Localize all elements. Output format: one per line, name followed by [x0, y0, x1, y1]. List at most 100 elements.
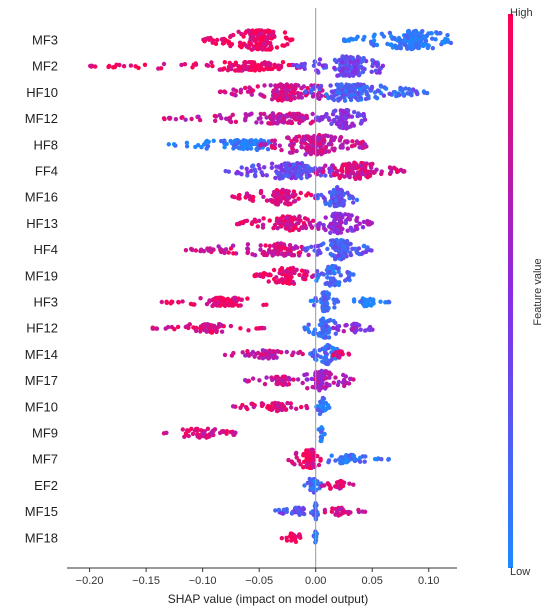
shap-point — [355, 215, 360, 220]
shap-point — [297, 164, 303, 169]
shap-point — [284, 189, 289, 194]
shap-point — [196, 143, 201, 148]
shap-point — [299, 268, 305, 273]
shap-point — [308, 151, 314, 157]
point-cluster — [159, 295, 269, 309]
shap-point — [264, 375, 269, 380]
shap-point — [357, 221, 362, 226]
point-cluster — [313, 107, 368, 131]
shap-point — [442, 40, 447, 45]
shap-point — [272, 189, 277, 195]
shap-point — [362, 509, 368, 514]
shap-point — [420, 33, 425, 39]
shap-point — [379, 457, 384, 462]
shap-point — [337, 246, 342, 251]
shap-point — [334, 115, 339, 120]
feature-label: HF3 — [33, 295, 58, 310]
point-cluster — [243, 374, 309, 388]
shap-point — [198, 428, 204, 433]
shap-point — [311, 461, 316, 466]
feature-label: HF8 — [33, 137, 58, 152]
shap-point — [279, 224, 284, 229]
shap-point — [279, 83, 285, 88]
shap-point — [283, 35, 289, 40]
shap-point — [142, 62, 148, 67]
shap-point — [243, 195, 248, 200]
shap-point — [259, 31, 265, 36]
shap-point — [212, 113, 217, 119]
shap-point — [346, 352, 352, 357]
shap-point — [288, 401, 293, 406]
shap-point — [251, 194, 256, 200]
shap-point — [249, 92, 254, 97]
feature-label: MF3 — [32, 33, 58, 48]
shap-point — [347, 55, 353, 61]
shap-point — [290, 252, 295, 258]
shap-point — [310, 384, 315, 390]
shap-point — [291, 62, 296, 68]
shap-point — [231, 251, 236, 256]
shap-point — [282, 30, 288, 35]
shap-point — [281, 374, 287, 379]
shap-point — [306, 322, 311, 327]
shap-point — [308, 298, 313, 304]
shap-point — [300, 351, 305, 357]
shap-point — [308, 222, 313, 228]
shap-point — [345, 62, 350, 68]
shap-point — [302, 63, 307, 69]
shap-point — [301, 223, 306, 228]
shap-point — [237, 40, 243, 45]
shap-point — [314, 278, 319, 283]
shap-point — [231, 350, 236, 356]
shap-point — [252, 253, 258, 258]
x-axis-title: SHAP value (impact on model output) — [168, 592, 369, 606]
shap-point — [359, 298, 364, 304]
feature-row-mf3 — [201, 28, 454, 52]
shap-point — [348, 241, 353, 247]
shap-point — [333, 245, 338, 250]
shap-point — [372, 456, 378, 462]
shap-point — [245, 250, 250, 256]
shap-point — [330, 146, 335, 152]
shap-point — [363, 249, 369, 255]
shap-point — [305, 386, 310, 391]
shap-point — [373, 94, 378, 100]
shap-point — [292, 167, 297, 173]
shap-point — [321, 222, 326, 228]
shap-point — [262, 165, 267, 170]
shap-point — [357, 95, 363, 101]
shap-point — [233, 119, 239, 125]
shap-point — [326, 360, 331, 366]
shap-point — [231, 87, 236, 92]
shap-point — [215, 303, 220, 308]
shap-point — [167, 116, 172, 121]
shap-point — [221, 299, 226, 305]
shap-point — [264, 173, 269, 178]
shap-point — [189, 426, 194, 432]
shap-point — [190, 431, 196, 436]
shap-point — [426, 43, 431, 48]
shap-point — [245, 296, 250, 301]
shap-point — [248, 37, 253, 42]
shap-point — [282, 87, 287, 93]
shap-point — [284, 215, 289, 220]
shap-point — [355, 58, 360, 63]
shap-point — [430, 36, 435, 41]
shap-point — [338, 193, 344, 198]
shap-point — [395, 38, 400, 43]
shap-point — [252, 63, 257, 68]
shap-point — [341, 38, 347, 43]
feature-row-mf10 — [230, 395, 332, 417]
shap-point — [228, 138, 233, 144]
shap-point — [276, 96, 281, 102]
shap-point — [320, 134, 325, 139]
shap-point — [316, 95, 321, 101]
shap-point — [369, 248, 374, 253]
shap-point — [410, 33, 415, 38]
shap-point — [193, 328, 199, 334]
shap-point — [291, 377, 296, 382]
shap-point — [258, 188, 264, 194]
shap-point — [328, 277, 334, 282]
shap-point — [247, 194, 252, 199]
shap-point — [350, 139, 355, 144]
